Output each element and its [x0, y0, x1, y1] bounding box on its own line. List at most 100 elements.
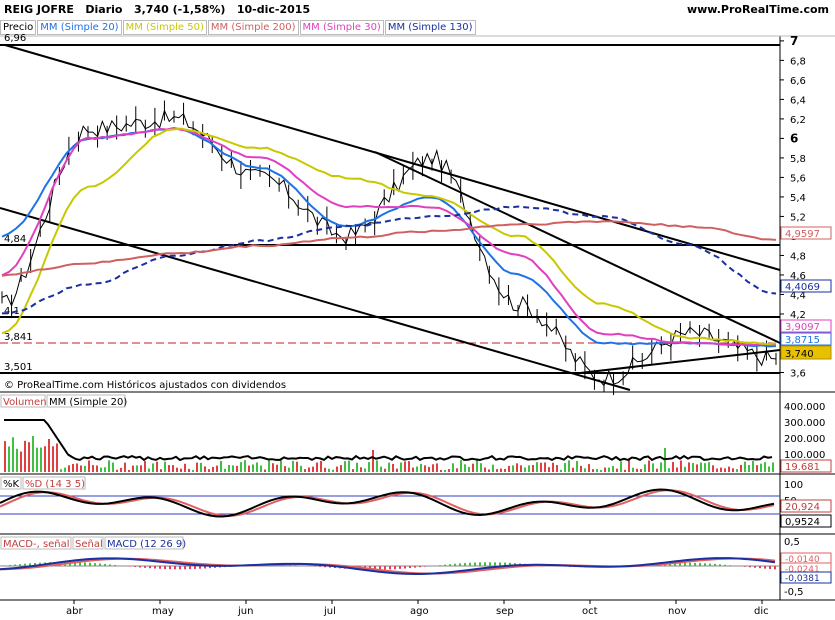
vol-tick-200k: 200.000 [784, 434, 825, 445]
volume-bar [164, 461, 166, 472]
volume-bar [304, 469, 306, 472]
volume-bar [592, 469, 594, 472]
volume-bar [532, 465, 534, 472]
volume-bar [556, 465, 558, 472]
volume-bar [84, 465, 86, 472]
legend-macd[interactable]: MACD (12 26 9) [107, 539, 186, 550]
legend-mm200[interactable]: MM (Simple 200) [207, 20, 299, 35]
volume-bar [312, 466, 314, 472]
legend-volume[interactable]: Volumen [3, 397, 47, 408]
volume-bar [732, 468, 734, 472]
volume-bar [660, 462, 662, 472]
volume-bar [640, 469, 642, 472]
volume-bar [308, 467, 310, 472]
volume-bar [428, 466, 430, 472]
volume-bar [64, 467, 66, 472]
volume-bar [564, 462, 566, 472]
macd-y-axis: 0,5 0 -0,5 -0,0140 -0,0241 -0,0381 [780, 537, 832, 598]
volume-bar [264, 469, 266, 472]
volume-bar [548, 467, 550, 472]
legend-mm20[interactable]: MM (Simple 20) [37, 20, 122, 35]
price-tick-label: 6,6 [790, 76, 806, 87]
volume-bar [172, 465, 174, 472]
volume-bar [716, 468, 718, 472]
price-tick-label: 5,8 [790, 154, 806, 165]
volume-bar [396, 468, 398, 472]
volume-bar [636, 468, 638, 472]
volume-bar [196, 462, 198, 472]
volume-bar [180, 468, 182, 472]
volume-bar [60, 469, 62, 472]
price-tick-label: 4,2 [790, 310, 806, 321]
volume-bar [728, 466, 730, 472]
volume-bar [288, 467, 290, 472]
volume-bar [360, 467, 362, 472]
site-link[interactable]: www.ProRealTime.com [686, 3, 829, 16]
volume-bar [576, 460, 578, 472]
volume-bar [160, 469, 162, 472]
legend-d[interactable]: %D (14 3 5) [25, 479, 85, 490]
volume-bar [216, 465, 218, 472]
volume-bar [116, 469, 118, 472]
volume-bar [480, 463, 482, 472]
series-line-0 [1, 109, 777, 387]
volume-bar [68, 465, 70, 472]
legend-macd-signal[interactable]: MACD-, señal [3, 539, 70, 550]
legend-mm50[interactable]: MM (Simple 50) [122, 20, 207, 35]
volume-bar [156, 461, 158, 472]
trendline-wedge-bottom [579, 349, 781, 374]
volume-bar [328, 468, 330, 472]
price-tick-label: 4,4 [790, 290, 806, 301]
legend-k[interactable]: %K [3, 479, 20, 490]
macd-tick-neg: -0,5 [784, 587, 804, 598]
volume-y-axis: 400.000 300.000 200.000 100.000 19.681 [780, 402, 832, 473]
volume-bar [380, 466, 382, 472]
volume-bar [104, 467, 106, 472]
volume-bar [356, 462, 358, 472]
volume-bar [724, 468, 726, 472]
legend-volume-mm[interactable]: MM (Simple 20) [49, 397, 127, 408]
volume-bar [12, 437, 14, 472]
volume-bar [412, 467, 414, 472]
level-label-3-501: 3,501 [4, 362, 33, 373]
volume-bar [276, 464, 278, 472]
x-tick-label: jun [237, 606, 253, 617]
legend-price[interactable]: Precio [0, 20, 37, 35]
volume-bar [488, 469, 490, 472]
volume-bar [472, 463, 474, 472]
volume-bar [36, 447, 38, 472]
volume-bar [700, 462, 702, 472]
legend-mm30[interactable]: MM (Simple 30) [299, 20, 384, 35]
period-label: Diario [85, 3, 123, 16]
volume-bar [692, 462, 694, 472]
volume-bar [612, 466, 614, 472]
volume-bar [144, 461, 146, 472]
price-tick-label: 6,4 [790, 95, 806, 106]
volume-bar [696, 464, 698, 472]
volume-bar [168, 465, 170, 472]
value-label-mm20: 3,8715 [785, 335, 820, 346]
volume-bar [616, 468, 618, 472]
volume-bar [496, 469, 498, 472]
price-tick-label: 6,2 [790, 115, 806, 126]
volume-bar [620, 461, 622, 472]
volume-bar [652, 463, 654, 472]
volume-bar [340, 465, 342, 472]
volume-bar [516, 463, 518, 472]
volume-bar [284, 466, 286, 472]
volume-bar [404, 461, 406, 472]
legend-mm130[interactable]: MM (Simple 130) [384, 20, 476, 35]
volume-bar [320, 460, 322, 472]
volume-bar [52, 446, 54, 472]
volume-bar [228, 465, 230, 472]
volume-bar [28, 442, 30, 472]
volume-bar [440, 469, 442, 472]
legend-signal[interactable]: Señal [75, 539, 103, 550]
volume-bar [464, 464, 466, 472]
volume-bar [256, 462, 258, 472]
price-series-group [1, 100, 777, 396]
vol-last-label: 19.681 [785, 462, 820, 473]
x-axis: abr may jun jul ago sep oct nov dic [66, 600, 769, 617]
volume-bar [316, 462, 318, 472]
volume-bar [668, 468, 670, 472]
